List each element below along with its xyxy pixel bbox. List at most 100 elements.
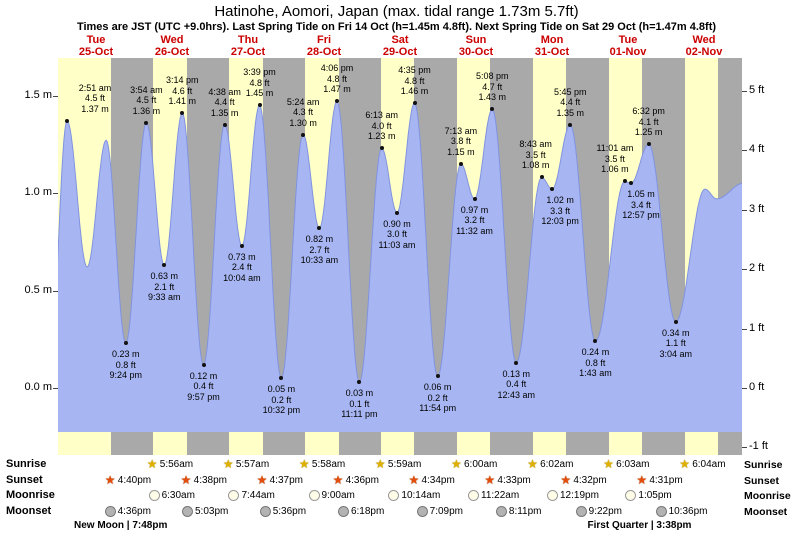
day-label: Thu 27-Oct [230,34,266,58]
moonrise-time: 1:05pm [638,490,672,501]
tide-event-dot [65,118,70,123]
chart-subtitle: Times are JST (UTC +9.0hrs). Last Spring… [76,21,717,33]
tide-event-dot [201,362,206,367]
tide-event-label-high: 5:24 am 4.3 ft 1.30 m [286,96,320,128]
tide-event-label-low: 0.63 m 2.1 ft 9:33 am [147,271,181,303]
sunrise-time: 5:58am [311,459,346,470]
tide-event-dot [550,187,555,192]
tide-event-label-high: 5:45 pm 4.4 ft 1.35 m [553,86,587,118]
moonrise-time: 9:00am [321,490,355,501]
day-label: Mon 31-Oct [534,34,570,58]
moonrise-time: 6:30am [161,490,195,501]
y-axis-tick-right [742,388,747,389]
sunset-icon: ★ [256,472,268,487]
moonrise-time: 10:14am [401,490,441,501]
sunset-icon: ★ [560,472,572,487]
tide-event-dot [568,122,573,127]
y-axis-tick-right [742,447,747,449]
day-label: Tue 25-Oct [78,34,114,58]
row-label-right-sunrise: Sunrise [744,459,783,471]
sunrise-time: 5:57am [235,459,270,470]
moonset-time: 4:36pm [117,505,151,517]
sunrise-time: 5:59am [387,459,422,470]
y-axis-label-m: 1.0 m [24,186,52,198]
tide-event-dot [123,341,128,346]
y-axis-label-ft: 4 ft [749,143,765,156]
sunset-time: 4:32pm [573,474,607,486]
tide-event-dot [472,196,477,201]
y-axis-label-ft: 3 ft [749,202,765,215]
sunset-time: 4:31pm [649,474,683,486]
tide-event-dot [646,142,651,147]
sunset-time: 4:34pm [421,474,455,486]
day-label: Wed 26-Oct [154,34,190,58]
sunrise-time: 6:03am [616,459,650,470]
tide-event-label-high: 6:13 am 4.0 ft 1.23 m [365,110,398,142]
tide-event-dot [412,101,417,106]
tide-event-dot [622,179,627,184]
y-axis-tick-right [742,328,747,330]
row-label-right-moonset: Moonset [744,505,788,518]
row-label-right-sunset: Sunset [744,474,780,487]
sunrise-time: 6:02am [540,459,574,470]
tide-event-label-low: 0.97 m 3.2 ft 11:32 am [456,204,493,236]
sunrise-icon: ★ [146,457,158,471]
tide-event-label-low: 1.02 m 3.3 ft 12:03 pm [541,195,579,227]
sunrise-icon: ★ [603,457,614,471]
sunrise-icon: ★ [374,457,386,471]
sunrise-time: 5:56am [159,459,194,470]
sunrise-icon: ★ [679,457,690,471]
tide-event-label-high: 3:14 pm 4.6 ft 1.41 m [165,75,199,107]
sunset-time: 4:36pm [345,474,379,486]
moonset-time: 10:36pm [668,505,708,517]
sunrise-icon: ★ [222,457,234,471]
tide-event-dot [394,210,399,215]
row-label-left-moonrise: Moonrise [6,489,55,501]
sunrise-time: 6:04am [692,459,726,470]
page-title: Hatinohe, Aomori, Japan (max. tidal rang… [214,3,579,20]
y-axis-label-m: 0.0 m [24,381,52,393]
tide-event-label-low: 0.12 m 0.4 ft 9:57 pm [187,370,220,402]
tide-event-dot [180,111,185,116]
moonset-icon [259,505,271,517]
y-axis-label-ft: -1 ft [749,440,768,453]
moonset-icon [416,505,428,517]
tide-event-label-low: 0.05 m 0.2 ft 10:32 pm [262,384,301,416]
moonrise-time: 12:19pm [560,490,599,501]
moonset-icon [181,505,193,517]
tide-event-dot [490,107,495,112]
tide-event-label-low: 0.73 m 2.4 ft 10:04 am [223,251,261,283]
moonrise-icon [625,490,637,501]
y-axis-label-m: 0.5 m [24,283,52,296]
sunrise-time: 6:00am [464,459,498,470]
day-label: Sun 30-Oct [458,34,494,58]
row-label-left-moonset: Moonset [6,504,52,517]
tide-event-label-low: 0.90 m 3.0 ft 11:03 am [378,218,416,250]
moonrise-time: 7:44am [241,490,275,501]
moonrise-icon [228,490,240,501]
moonset-time: 6:18pm [350,505,385,517]
tide-event-label-low: 0.82 m 2.7 ft 10:33 am [300,234,339,266]
tide-event-label-high: 8:43 am 3.5 ft 1.08 m [519,139,552,171]
tide-event-label-low: 0.34 m 1.1 ft 3:04 am [659,327,692,359]
day-label: Wed 02-Nov [685,34,723,58]
sunrise-icon: ★ [298,457,310,471]
moonrise-time: 11:22am [481,490,520,501]
tide-event-label-high: 5:08 pm 4.7 ft 1.43 m [475,71,509,103]
tide-event-dot [629,181,633,186]
tide-event-dot [222,122,227,127]
y-axis-tick-right [742,150,747,152]
tide-event-label-high: 11:01 am 3.5 ft 1.06 m [596,143,634,175]
tide-event-label-high: 3:39 pm 4.8 ft 1.45 m [243,67,276,99]
y-axis-tick-right [742,269,747,271]
tide-event-label-high: 6:32 pm 4.1 ft 1.25 m [632,106,665,138]
tide-event-label-high: 3:54 am 4.5 ft 1.36 m [130,84,163,116]
row-label-left-sunrise: Sunrise [6,458,47,470]
y-axis-label-ft: 5 ft [749,83,765,96]
sunset-time: 4:33pm [497,474,531,486]
tide-event-label-low: 0.23 m 0.8 ft 9:24 pm [109,349,143,381]
sunset-icon: ★ [408,472,420,487]
tide-event-label-high: 4:38 am 4.4 ft 1.35 m [208,86,241,118]
moonset-icon [337,505,349,517]
day-label: Tue 01-Nov [609,34,647,58]
